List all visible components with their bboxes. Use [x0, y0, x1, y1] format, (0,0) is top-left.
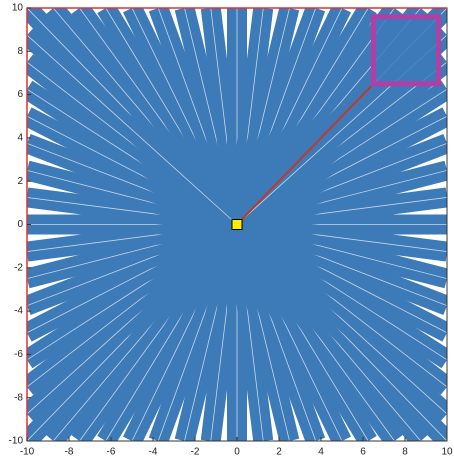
- x-tick-label: 4: [318, 447, 324, 458]
- y-tick-label: 10: [12, 3, 24, 14]
- y-tick-label: 6: [17, 89, 23, 100]
- y-tick-label: 8: [17, 46, 23, 57]
- x-tick-label: 8: [402, 447, 408, 458]
- inset-box: [371, 14, 442, 87]
- x-tick-label: 2: [276, 447, 282, 458]
- x-tick-label: 10: [441, 447, 453, 458]
- x-tick-label: 0: [234, 447, 240, 458]
- x-tick-label: -8: [65, 447, 74, 458]
- x-tick-label: -4: [149, 447, 158, 458]
- y-tick-label: -8: [14, 392, 23, 403]
- x-tick-label: -2: [191, 447, 200, 458]
- connector-line: [236, 83, 375, 226]
- y-tick-label: -2: [14, 262, 23, 273]
- y-tick-label: 0: [17, 219, 23, 230]
- y-tick-label: -6: [14, 349, 23, 360]
- y-tick-label: 2: [17, 176, 23, 187]
- x-tick-label: -10: [20, 447, 35, 458]
- x-tick-label: 6: [360, 447, 366, 458]
- plot-area: [27, 8, 447, 441]
- x-tick-label: -6: [107, 447, 116, 458]
- ray-streak: [27, 34, 238, 225]
- y-tick-label: -10: [9, 436, 24, 447]
- y-tick-label: -4: [14, 306, 23, 317]
- y-tick-label: 4: [17, 133, 23, 144]
- origin-marker: [231, 219, 243, 230]
